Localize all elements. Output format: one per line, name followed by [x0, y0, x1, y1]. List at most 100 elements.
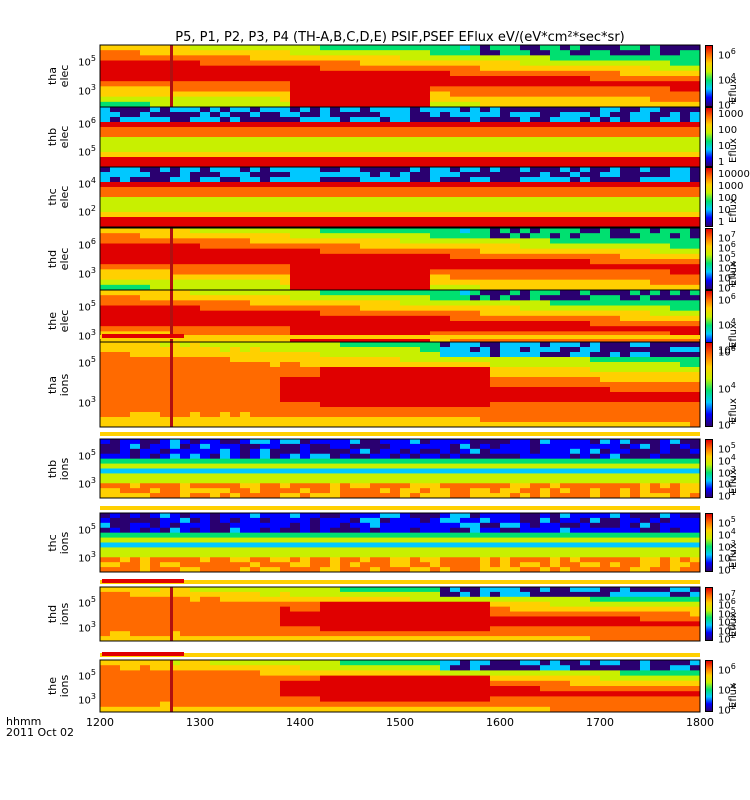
spectrogram-cell: [240, 177, 251, 183]
spectrogram-cell: [220, 443, 231, 450]
spectrogram-cell: [400, 50, 411, 56]
spectrogram-cell: [680, 228, 691, 234]
spectrogram-cell: [660, 212, 671, 218]
spectrogram-cell: [640, 367, 651, 373]
spectrogram-cell: [300, 76, 311, 82]
spectrogram-cell: [390, 122, 401, 128]
spectrogram-cell: [330, 269, 341, 275]
spectrogram-cell: [200, 412, 211, 418]
spectrogram-cell: [570, 259, 581, 265]
spectrogram-cell: [620, 122, 631, 128]
spectrogram-cell: [600, 217, 611, 223]
spectrogram-cell: [610, 76, 621, 82]
spectrogram-cell: [600, 382, 611, 388]
spectrogram-cell: [440, 382, 451, 388]
spectrogram-cell: [240, 269, 251, 275]
spectrogram-cell: [370, 253, 381, 260]
spectrogram-cell: [450, 70, 461, 77]
spectrogram-cell: [650, 86, 661, 92]
spectrogram-cell: [640, 279, 651, 286]
spectrogram-cell: [480, 177, 491, 183]
spectrogram-cell: [330, 70, 341, 77]
spectrogram-cell: [590, 412, 601, 418]
spectrogram-cell: [670, 142, 681, 148]
spectrogram-cell: [660, 248, 671, 255]
spectrogram-cell: [150, 91, 161, 98]
spectrogram-cell: [420, 321, 431, 327]
spectrogram-cell: [220, 493, 231, 499]
spectrogram-cell: [300, 412, 311, 418]
spectrogram-cell: [270, 167, 281, 173]
spectrogram-cell: [490, 422, 501, 428]
spectrogram-cell: [240, 197, 251, 203]
spectrogram-cell: [360, 279, 371, 286]
spectrogram-cell: [540, 187, 551, 193]
spectrogram-cell: [470, 187, 481, 193]
spectrogram-cell: [670, 259, 681, 265]
spectrogram-cell: [240, 397, 251, 403]
spectrogram-cell: [500, 233, 511, 239]
spectrogram-cell: [420, 352, 431, 358]
spectrogram-cell: [640, 382, 651, 388]
spectrogram-cell: [680, 279, 691, 286]
spectrogram-cell: [550, 55, 561, 61]
spectrogram-cell: [530, 65, 541, 72]
spectrogram-cell: [140, 152, 151, 158]
spectrogram-cell: [670, 182, 681, 188]
spectrogram-cell: [280, 295, 291, 301]
spectrogram-cell: [600, 147, 611, 153]
spectrogram-cell: [310, 362, 321, 368]
spectrogram-cell: [540, 107, 551, 113]
spectrogram-cell: [220, 422, 231, 428]
spectrogram-cell: [550, 76, 561, 82]
time-marker-line: [170, 45, 173, 107]
spectrogram-cell: [220, 269, 231, 275]
spectrogram-cell: [140, 137, 151, 143]
spectrogram-cell: [580, 279, 591, 286]
spectrogram-cell: [450, 147, 461, 153]
spectrogram-cell: [370, 132, 381, 138]
spectrogram-cell: [560, 264, 571, 270]
spectrogram-cell: [510, 167, 521, 173]
spectrogram-cell: [290, 264, 301, 270]
spectrogram-cell: [580, 212, 591, 218]
spectrogram-cell: [250, 397, 261, 403]
spectrogram-cell: [240, 453, 251, 460]
spectrogram-cell: [470, 192, 481, 198]
spectrogram-cell: [380, 300, 391, 306]
spectrogram-cell: [100, 443, 111, 450]
spectrogram-cell: [450, 300, 461, 306]
spectrogram-cell: [620, 310, 631, 317]
spectrogram-cell: [220, 45, 231, 51]
spectrogram-cell: [200, 107, 211, 113]
spectrogram-cell: [460, 422, 471, 428]
spectrogram-cell: [180, 137, 191, 143]
spectrogram-cell: [470, 222, 481, 228]
spectrogram-cell: [600, 274, 611, 281]
spectrogram-cell: [220, 357, 231, 363]
spectrogram-cell: [640, 259, 651, 265]
spectrogram-cell: [400, 387, 411, 393]
spectrogram-cell: [660, 70, 671, 77]
spectrogram-cell: [210, 137, 221, 143]
spectrogram-cell: [480, 192, 491, 198]
spectrogram-cell: [550, 392, 561, 398]
spectrogram-cell: [240, 336, 251, 343]
spectrogram-cell: [250, 192, 261, 198]
spectrogram-cell: [610, 274, 621, 281]
spectrogram-cell: [380, 264, 391, 270]
spectrogram-cell: [620, 407, 631, 413]
spectrogram-cell: [150, 412, 161, 418]
spectrogram-cell: [250, 137, 261, 143]
spectrogram-cell: [630, 192, 641, 198]
spectrogram-cell: [630, 147, 641, 153]
spectrogram-cell: [610, 112, 621, 118]
spectrogram-cell: [600, 321, 611, 327]
spectrogram-cell: [450, 45, 461, 51]
spectrogram-cell: [490, 142, 501, 148]
spectrogram-cell: [280, 177, 291, 183]
spectrogram-cell: [540, 222, 551, 228]
spectrogram-cell: [380, 157, 391, 163]
spectrogram-cell: [260, 305, 271, 312]
spectrogram-cell: [150, 122, 161, 128]
